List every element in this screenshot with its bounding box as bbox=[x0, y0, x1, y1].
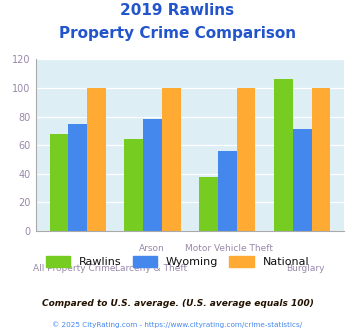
Text: Property Crime Comparison: Property Crime Comparison bbox=[59, 26, 296, 41]
Bar bbox=[68, 124, 87, 231]
Bar bbox=[237, 88, 256, 231]
Text: Arson: Arson bbox=[138, 244, 164, 253]
Text: © 2025 CityRating.com - https://www.cityrating.com/crime-statistics/: © 2025 CityRating.com - https://www.city… bbox=[53, 322, 302, 328]
Text: Larceny & Theft: Larceny & Theft bbox=[115, 264, 187, 273]
Bar bbox=[143, 119, 162, 231]
Text: 2019 Rawlins: 2019 Rawlins bbox=[120, 3, 235, 18]
Text: All Property Crime: All Property Crime bbox=[33, 264, 115, 273]
Text: Compared to U.S. average. (U.S. average equals 100): Compared to U.S. average. (U.S. average … bbox=[42, 299, 313, 308]
Text: Motor Vehicle Theft: Motor Vehicle Theft bbox=[185, 244, 273, 253]
Bar bbox=[50, 134, 68, 231]
Bar bbox=[274, 80, 293, 231]
Text: Burglary: Burglary bbox=[286, 264, 325, 273]
Bar bbox=[293, 129, 312, 231]
Bar bbox=[124, 140, 143, 231]
Legend: Rawlins, Wyoming, National: Rawlins, Wyoming, National bbox=[41, 251, 314, 272]
Bar bbox=[162, 88, 181, 231]
Bar bbox=[312, 88, 330, 231]
Bar bbox=[87, 88, 106, 231]
Bar bbox=[199, 177, 218, 231]
Bar bbox=[218, 151, 237, 231]
